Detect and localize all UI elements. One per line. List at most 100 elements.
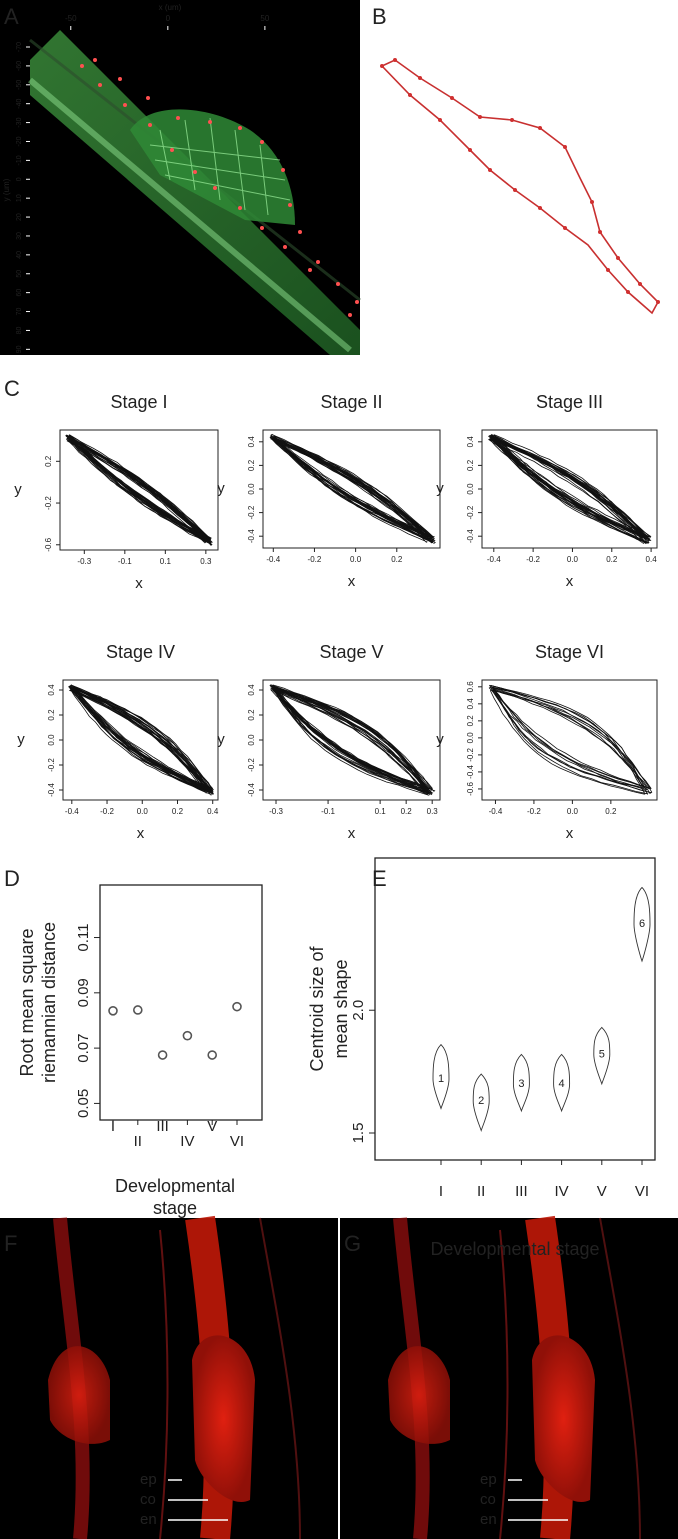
panel-label: D xyxy=(4,866,20,891)
x-tick-label: -0.2 xyxy=(308,555,322,564)
y-tick-label: -20 xyxy=(16,136,23,146)
y-tick-label: 0.0 xyxy=(47,734,56,746)
violin xyxy=(432,1043,450,1110)
shape-outline xyxy=(272,686,430,793)
panel-label: A xyxy=(4,4,19,29)
x-tick-label: -0.4 xyxy=(65,807,79,816)
layer-label: ep xyxy=(140,1471,157,1488)
shape-outline xyxy=(69,687,211,791)
shape-outline xyxy=(70,685,209,789)
y-tick-label: -10 xyxy=(16,155,23,165)
x-tick-label: -0.2 xyxy=(526,555,540,564)
y-tick-label: 0.2 xyxy=(466,459,475,471)
shape-outline xyxy=(70,686,214,793)
y-tick-label: 30 xyxy=(16,232,23,240)
y-tick-label: 10 xyxy=(16,194,23,202)
x-axis-label: Developmental stage xyxy=(430,1239,599,1259)
x-tick-label: V xyxy=(597,1183,607,1200)
x-tick-label: -0.4 xyxy=(489,807,503,816)
x-axis-label: x xyxy=(566,825,574,842)
x-tick-label: II xyxy=(477,1183,485,1200)
panel-b-outline xyxy=(380,58,660,315)
x-tick-label: -0.3 xyxy=(77,557,91,566)
x-tick-label: 0.3 xyxy=(200,557,212,566)
y-tick-label: -0.2 xyxy=(466,505,475,519)
x-axis-label: x xyxy=(137,825,145,842)
y-axis-label: y xyxy=(436,480,444,497)
shape-outline xyxy=(491,686,646,789)
y-tick-label: -0.4 xyxy=(247,783,256,797)
x-tick-label: I xyxy=(439,1183,443,1200)
shape-outline xyxy=(270,689,429,795)
x-tick-label: 0 xyxy=(166,14,171,23)
shape-outline xyxy=(491,436,651,541)
x-tick-label: 0.0 xyxy=(567,555,579,564)
y-tick-label: 40 xyxy=(16,251,23,259)
shape-outline xyxy=(274,688,433,796)
plot-title: Stage III xyxy=(536,392,603,412)
panel-a-image xyxy=(0,0,361,355)
layer-label: co xyxy=(480,1491,496,1508)
shape-outline xyxy=(273,687,431,789)
y-axis-label: Root mean square xyxy=(17,928,37,1076)
y-axis-label: y xyxy=(14,481,22,498)
y-tick-label: -30 xyxy=(16,117,23,127)
plot-title: Stage II xyxy=(320,392,382,412)
shape-outline xyxy=(488,684,653,794)
x-tick-label: 0.4 xyxy=(646,555,658,564)
x-tick-label: III xyxy=(515,1183,528,1200)
y-tick-label: 1.5 xyxy=(350,1123,367,1144)
x-tick-label: 0.1 xyxy=(375,807,387,816)
x-axis-label: Developmental xyxy=(115,1176,235,1196)
x-tick-label: 0.3 xyxy=(427,807,439,816)
shape-outline xyxy=(73,686,213,792)
x-tick-label: -0.3 xyxy=(269,807,283,816)
y-tick-label: 0.07 xyxy=(75,1034,92,1063)
x-tick-label: 0.2 xyxy=(401,807,413,816)
shape-outline xyxy=(70,688,211,794)
violin xyxy=(472,1073,490,1132)
shape-outline xyxy=(269,684,436,792)
shape-outline xyxy=(492,687,652,795)
y-tick-label: -0.6 xyxy=(466,781,475,795)
y-tick-label: 0.0 xyxy=(466,483,475,495)
y-tick-label: 0.2 xyxy=(44,455,53,467)
shape-outline xyxy=(492,685,649,795)
shape-outline xyxy=(71,685,212,794)
shape-outline xyxy=(492,439,650,544)
y-axis-label: riemannian distance xyxy=(39,922,59,1083)
y-axis-label: y (um) xyxy=(2,178,11,201)
y-tick-label: 90 xyxy=(16,345,23,353)
x-tick-label: II xyxy=(134,1133,142,1150)
x-tick-label: III xyxy=(156,1118,169,1135)
point xyxy=(182,1030,193,1041)
shape-outline xyxy=(269,684,428,795)
violin xyxy=(553,1053,571,1113)
y-tick-label: 60 xyxy=(16,289,23,297)
x-tick-label: 50 xyxy=(260,14,269,23)
y-tick-label: 0.4 xyxy=(466,698,475,710)
panel-label: E xyxy=(372,866,387,891)
y-axis-label: y xyxy=(217,480,225,497)
x-tick-label: IV xyxy=(180,1133,194,1150)
y-tick-label: 80 xyxy=(16,326,23,334)
violin-label: 5 xyxy=(599,1048,605,1060)
shape-outline xyxy=(488,437,652,538)
layer-label: en xyxy=(140,1511,157,1528)
panel-label: B xyxy=(372,4,387,29)
shape-outline xyxy=(491,686,645,790)
plot-title: Stage I xyxy=(110,392,167,412)
y-tick-label: -60 xyxy=(16,61,23,71)
shape-outline xyxy=(72,688,214,792)
x-tick-label: 0.2 xyxy=(605,807,617,816)
y-tick-label: 0.2 xyxy=(247,709,256,721)
y-tick-label: 0.0 xyxy=(247,483,256,495)
point xyxy=(157,1050,168,1060)
x-axis-label: x xyxy=(348,573,356,590)
shape-outline xyxy=(71,685,214,795)
y-tick-label: 0.0 xyxy=(247,734,256,746)
shape-outline xyxy=(273,686,429,791)
shape-outline xyxy=(273,689,429,790)
shape-outline xyxy=(71,686,212,793)
